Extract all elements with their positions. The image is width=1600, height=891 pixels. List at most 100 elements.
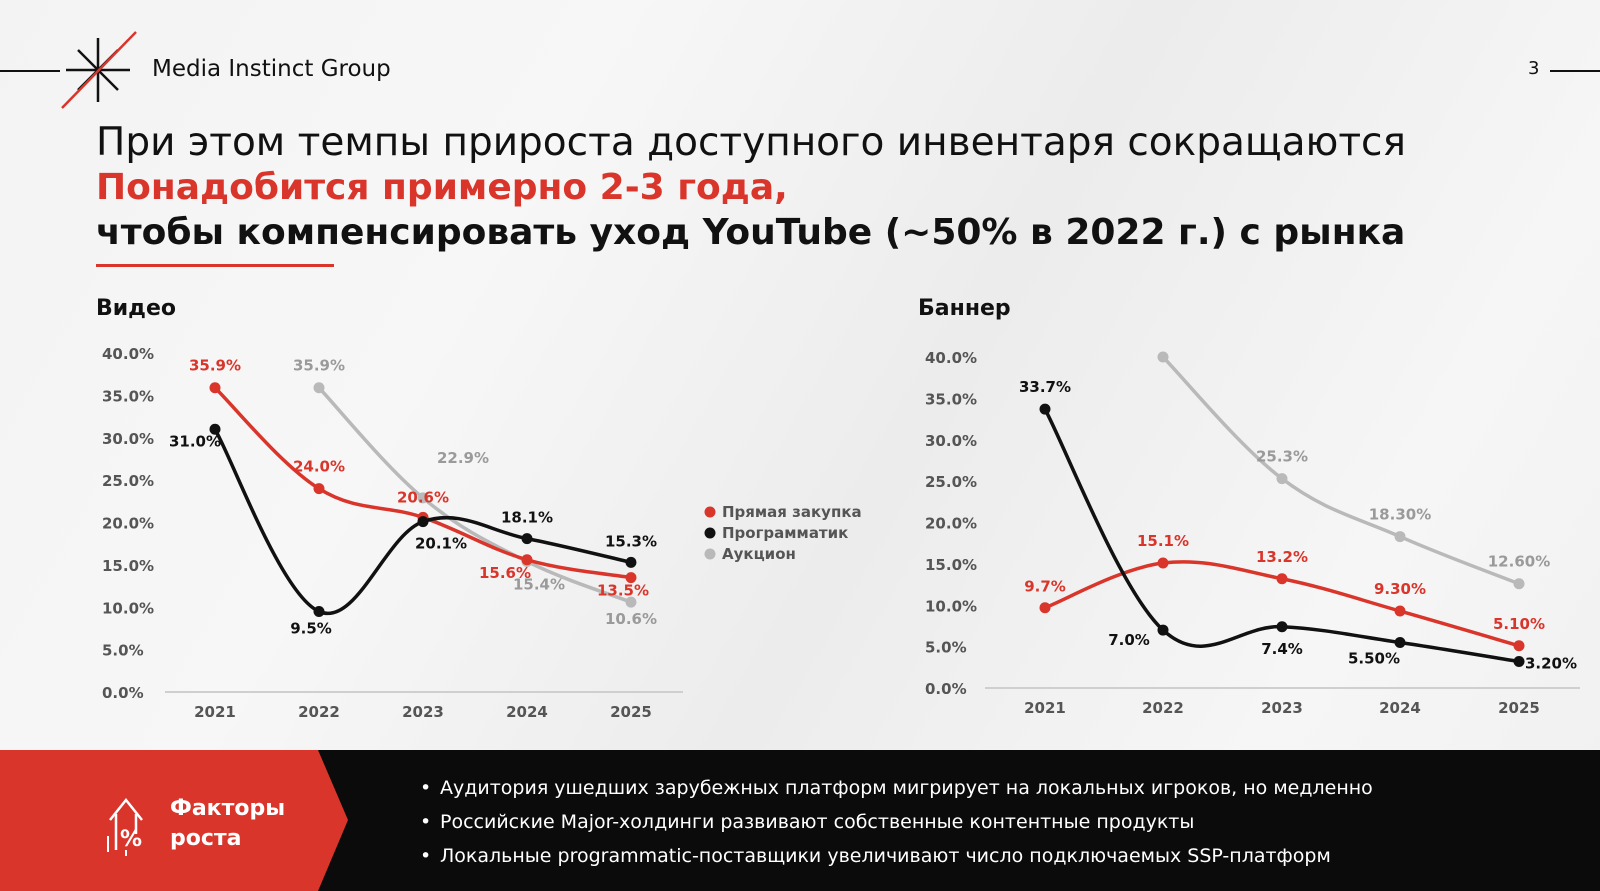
brand-logo-icon xyxy=(61,31,137,109)
y-tick-label: 40.0% xyxy=(102,345,154,363)
data-point xyxy=(209,382,221,394)
data-label: 15.4% xyxy=(513,575,565,593)
series-line-2 xyxy=(317,386,632,604)
x-tick-label: 2022 xyxy=(298,703,340,721)
data-label: 15.6% xyxy=(479,564,531,582)
data-label: 18.1% xyxy=(501,509,553,527)
data-label: 35.9% xyxy=(189,357,241,375)
data-point xyxy=(1157,557,1169,569)
y-tick-label: 25.0% xyxy=(925,473,977,491)
data-label: 10.6% xyxy=(605,610,657,628)
growth-percent-icon: % xyxy=(107,797,143,856)
factor-item: Аудитория ушедших зарубежных платформ ми… xyxy=(418,776,1568,800)
y-tick-label: 35.0% xyxy=(102,387,154,405)
y-tick-label: 15.0% xyxy=(925,556,977,574)
x-tick-label: 2021 xyxy=(194,703,236,721)
factors-red-arrow-panel xyxy=(0,750,348,891)
brand-name: Media Instinct Group xyxy=(152,56,391,82)
title-line-2-highlight: Понадобится примерно 2-3 года, xyxy=(96,167,788,208)
factors-list: Аудитория ушедших зарубежных платформ ми… xyxy=(418,776,1568,878)
y-tick-label: 0.0% xyxy=(925,680,967,698)
x-tick-label: 2024 xyxy=(1379,699,1421,717)
factor-item: Локальные programmatic-поставщики увелич… xyxy=(418,844,1568,868)
y-tick-label: 35.0% xyxy=(925,390,977,408)
data-point xyxy=(625,572,637,584)
data-point xyxy=(1276,621,1288,633)
data-point xyxy=(417,492,429,504)
y-tick-label: 30.0% xyxy=(102,430,154,448)
y-tick-label: 0.0% xyxy=(102,684,144,702)
data-label: 9.30% xyxy=(1374,580,1426,598)
data-point xyxy=(1394,636,1406,648)
y-tick-label: 5.0% xyxy=(102,642,144,660)
legend-label: Программатик xyxy=(722,524,848,542)
data-point xyxy=(1513,640,1525,652)
banner-line-chart: 0.0% 5.0% 10.0% 15.0% 20.0% 25.0% 30.0% 35.0% 40… xyxy=(925,349,1580,717)
series-line-1 xyxy=(1043,408,1520,664)
y-tick-label: 20.0% xyxy=(925,515,977,533)
legend-label: Прямая закупка xyxy=(722,503,862,521)
data-label: 9.5% xyxy=(290,619,332,637)
data-point xyxy=(417,516,429,528)
title-underline xyxy=(96,264,334,267)
factor-item: Российские Major-холдинги развивают собс… xyxy=(418,810,1568,834)
data-label: 15.1% xyxy=(1137,532,1189,550)
series-line-1 xyxy=(213,428,632,616)
data-label: 15.3% xyxy=(605,532,657,550)
data-point xyxy=(1276,473,1288,485)
data-point xyxy=(209,423,221,435)
factors-label: Факторы роста xyxy=(170,796,286,851)
y-tick-label: 15.0% xyxy=(102,557,154,575)
x-tick-label: 2022 xyxy=(1142,699,1184,717)
data-point xyxy=(1157,624,1169,636)
y-tick-label: 10.0% xyxy=(925,597,977,615)
data-label: 18.30% xyxy=(1369,506,1431,524)
data-point xyxy=(625,596,637,608)
data-label: 33.7% xyxy=(1019,378,1071,396)
title-line-1: При этом темпы прироста доступного инвен… xyxy=(96,120,1406,165)
data-point xyxy=(1039,602,1051,614)
data-point xyxy=(313,382,325,394)
data-point xyxy=(1513,656,1525,668)
data-point xyxy=(1513,578,1525,590)
slide-title: При этом темпы прироста доступного инвен… xyxy=(96,120,1556,256)
data-label: 13.5% xyxy=(597,582,649,600)
x-tick-label: 2021 xyxy=(1024,699,1066,717)
data-label: 22.9% xyxy=(437,449,489,467)
y-tick-label: 10.0% xyxy=(102,599,154,617)
x-tick-label: 2023 xyxy=(1261,699,1303,717)
x-tick-label: 2023 xyxy=(402,703,444,721)
data-point xyxy=(1157,351,1169,363)
header-rule-right xyxy=(1550,70,1600,72)
data-label: 3.20% xyxy=(1525,655,1577,673)
header-rule-left xyxy=(0,70,60,72)
data-label: 9.7% xyxy=(1024,578,1066,596)
data-label: 12.60% xyxy=(1488,553,1550,571)
video-chart-title: Видео xyxy=(96,296,176,321)
data-label: 25.3% xyxy=(1256,448,1308,466)
x-tick-label: 2024 xyxy=(506,703,548,721)
y-tick-label: 40.0% xyxy=(925,349,977,367)
svg-text:%: % xyxy=(120,827,142,852)
data-point xyxy=(521,554,533,566)
legend-marker xyxy=(704,548,716,560)
data-point xyxy=(521,533,533,545)
series-line-2 xyxy=(1161,355,1520,586)
data-label: 24.0% xyxy=(293,458,345,476)
data-label: 5.50% xyxy=(1348,649,1400,667)
y-tick-label: 20.0% xyxy=(102,515,154,533)
data-label: 7.0% xyxy=(1108,631,1150,649)
y-tick-label: 30.0% xyxy=(925,432,977,450)
y-tick-label: 5.0% xyxy=(925,639,967,657)
y-tick-label: 25.0% xyxy=(102,472,154,490)
legend-label: Аукцион xyxy=(722,545,796,563)
page-number: 3 xyxy=(1528,58,1540,79)
data-point xyxy=(1276,573,1288,585)
data-label: 20.6% xyxy=(397,488,449,506)
banner-chart-title: Баннер xyxy=(918,296,1011,321)
data-label: 5.10% xyxy=(1493,615,1545,633)
data-label: 31.0% xyxy=(169,432,221,450)
data-point xyxy=(1394,531,1406,543)
data-point xyxy=(1039,403,1051,415)
data-label: 35.9% xyxy=(293,357,345,375)
